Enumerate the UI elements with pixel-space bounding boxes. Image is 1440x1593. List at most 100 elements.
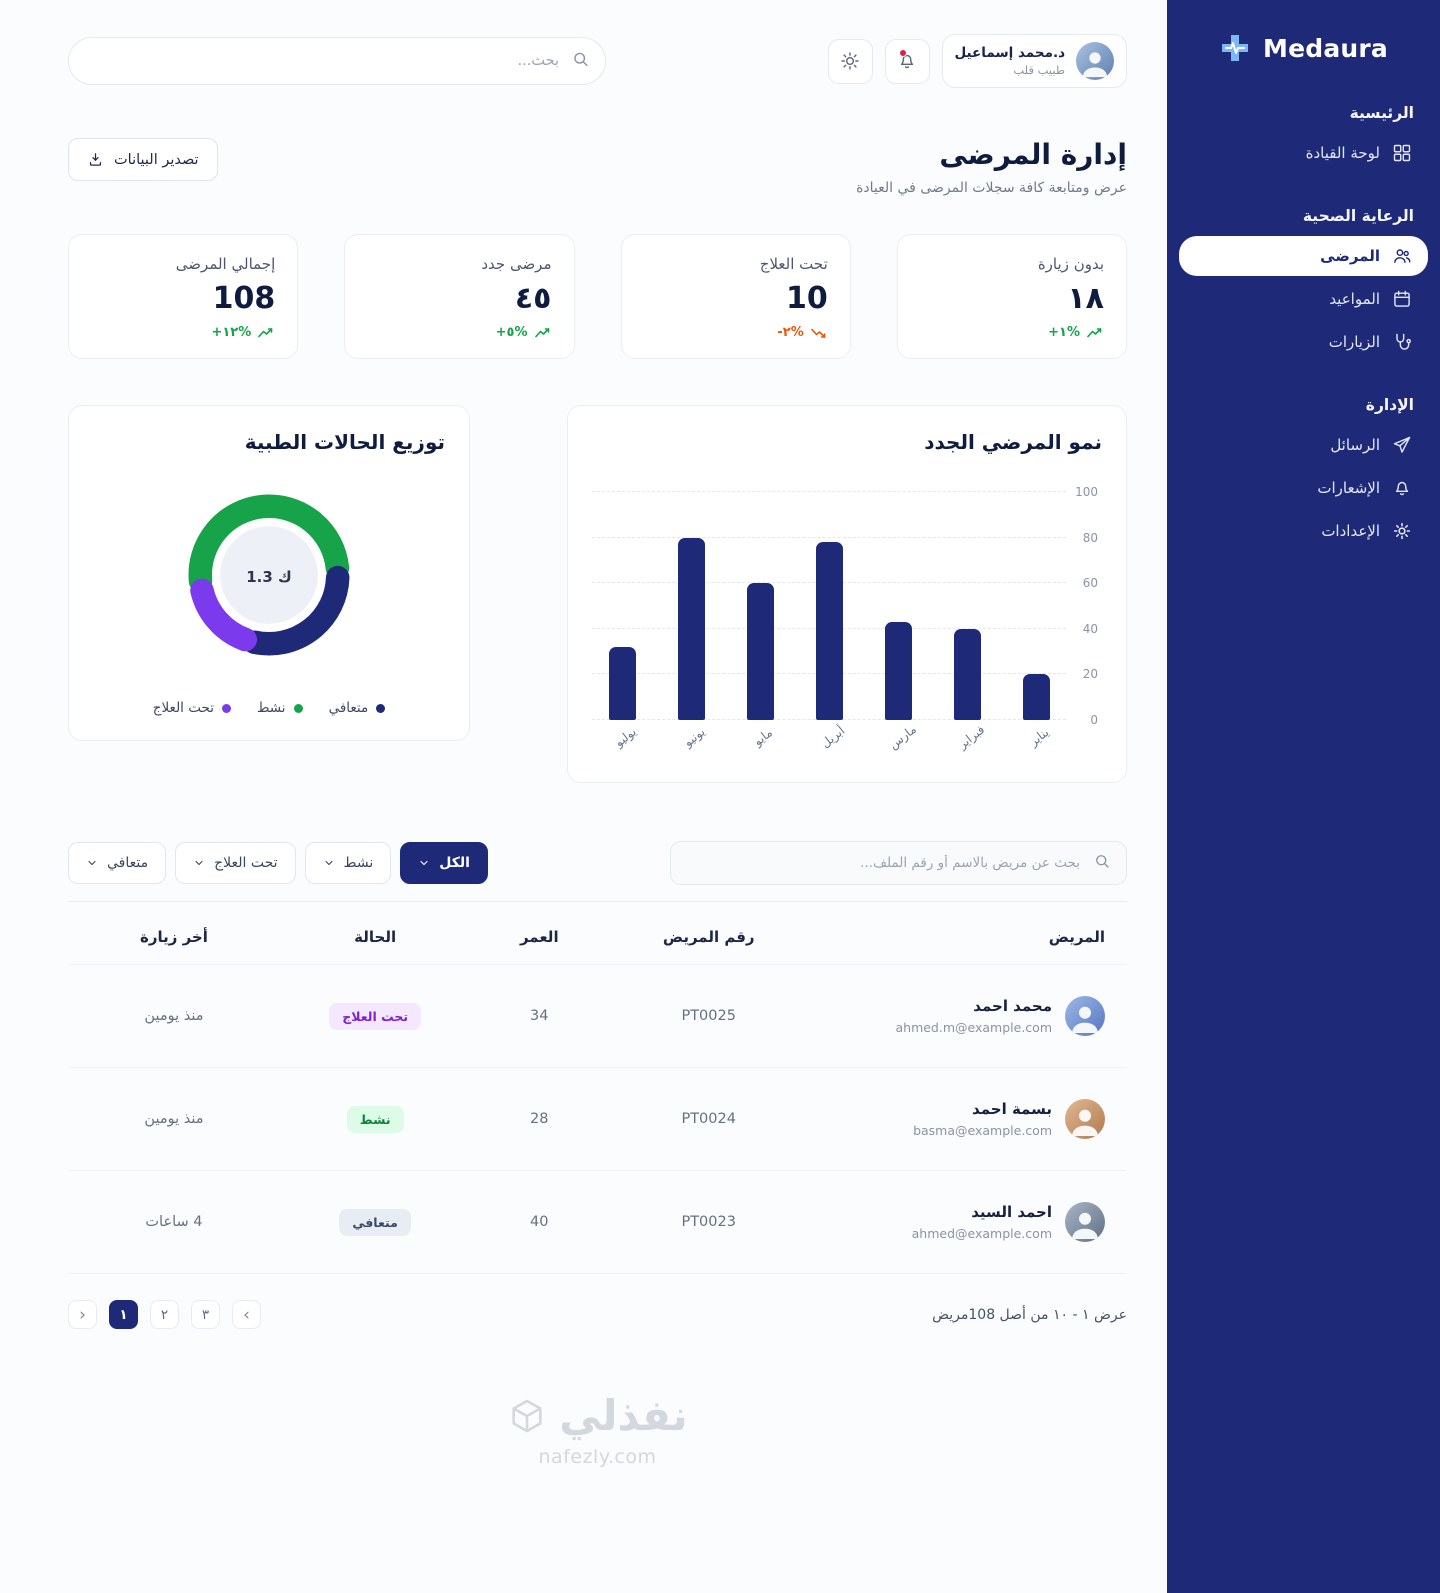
watermark-row: نفذلي xyxy=(68,1391,1127,1440)
filter-button-active[interactable]: نشط xyxy=(304,842,392,884)
sidebar: Medaura الرئيسية لوحة القيادة الرعاية ال… xyxy=(1167,0,1440,1593)
medaura-logo-icon xyxy=(1222,35,1248,61)
stat-label: مرضى جدد xyxy=(481,255,552,273)
sidebar-item-messages[interactable]: الرسائل xyxy=(1179,425,1428,465)
page-subtitle: عرض ومتابعة كافة سجلات المرضى في العيادة xyxy=(856,180,1127,196)
pagination-page-3[interactable]: ٣ xyxy=(191,1300,220,1329)
patient-email: ahmed.m@example.com xyxy=(895,1020,1052,1035)
y-axis-tick: 40 xyxy=(1082,621,1098,636)
brand-logo[interactable]: Medaura xyxy=(1167,0,1440,88)
bar-column: مارس xyxy=(884,492,919,752)
legend-label: تحت العلاج xyxy=(152,700,214,716)
page-header: إدارة المرضى عرض ومتابعة كافة سجلات المر… xyxy=(68,138,1127,196)
person-silhouette-icon xyxy=(1082,52,1108,78)
sidebar-item-appointments[interactable]: المواعيد xyxy=(1179,279,1428,319)
bar-chart: 0 20 40 60 80 100 يناير فبراير مارس أبريل مايو يون… xyxy=(592,485,1102,752)
sidebar-item-settings[interactable]: الإعدادات xyxy=(1179,511,1428,551)
stat-change-value: +١٢% xyxy=(211,325,252,340)
patient-cell: بسمة احمد basma@example.com xyxy=(809,1099,1127,1139)
brand-name: Medaura xyxy=(1263,33,1388,63)
global-search xyxy=(68,37,606,85)
filter-label: متعافي xyxy=(107,855,149,871)
stat-value: ٤٥ xyxy=(514,281,552,316)
nafezly-logo-icon xyxy=(512,1399,542,1432)
pagination-page-2[interactable]: ٢ xyxy=(150,1300,179,1329)
export-data-button[interactable]: تصدير البيانات xyxy=(68,138,218,181)
chevron-down-icon xyxy=(195,860,203,866)
patients-icon xyxy=(1394,249,1411,263)
sidebar-item-label: الإشعارات xyxy=(1317,479,1380,497)
bar-يناير xyxy=(1022,674,1050,720)
filter-button-recovered[interactable]: متعافي xyxy=(68,842,167,884)
donut-legend: متعافي نشط تحت العلاج xyxy=(93,700,445,716)
sidebar-item-notifications[interactable]: الإشعارات xyxy=(1179,468,1428,508)
stethoscope-icon xyxy=(1396,333,1411,350)
sidebar-item-dashboard[interactable]: لوحة القيادة xyxy=(1179,133,1428,173)
bar-chart-card: نمو المرضي الجدد 0 20 40 60 80 100 يناير فبراي… xyxy=(567,405,1127,783)
donut-segment xyxy=(190,578,258,652)
filter-button-treatment[interactable]: تحت العلاج xyxy=(175,842,296,884)
bar-column: يونيو xyxy=(677,492,708,750)
bar-chart-title: نمو المرضي الجدد xyxy=(924,430,1102,454)
patient-info: احمد السيد ahmed@example.com xyxy=(912,1203,1052,1241)
sidebar-item-label: الزيارات xyxy=(1328,333,1380,351)
patient-search-input[interactable] xyxy=(670,841,1127,885)
status-badge: متعافي xyxy=(339,1208,411,1236)
patient-age: 40 xyxy=(530,1214,549,1230)
x-axis-label: يناير xyxy=(1026,725,1052,749)
bar-column: مايو xyxy=(746,492,775,749)
user-info: د.محمد إسماعيل طبيب قلب xyxy=(955,45,1066,77)
column-header-patient-id: رقم المريض xyxy=(662,928,755,946)
filter-button-all[interactable]: الكل xyxy=(400,842,488,884)
bar-column: يوليو xyxy=(608,492,639,750)
theme-toggle-button[interactable] xyxy=(827,38,873,84)
column-header-last-visit: أخر زيارة xyxy=(139,928,208,946)
status-cell: تحت العلاج xyxy=(280,1002,471,1030)
stat-label: إجمالي المرضى xyxy=(175,255,276,273)
status-cell: متعافي xyxy=(280,1208,471,1236)
notifications-button[interactable] xyxy=(884,38,930,84)
stat-card-total-patients: إجمالي المرضى 108 +١٢% xyxy=(68,234,299,359)
patient-avatar xyxy=(1065,996,1105,1036)
pagination-page-1[interactable]: ١ xyxy=(109,1300,138,1329)
patient-cell: احمد السيد ahmed@example.com xyxy=(809,1202,1127,1242)
table-row[interactable]: احمد السيد ahmed@example.com PT0023 40 م… xyxy=(68,1171,1127,1274)
y-axis-tick: 60 xyxy=(1082,576,1098,591)
bar-يونيو xyxy=(677,537,705,720)
sidebar-item-patients[interactable]: المرضى xyxy=(1179,236,1428,276)
donut-chart-card: توزيع الحالات الطبية 1.3 ك متعافي نشط xyxy=(68,405,470,741)
person-silhouette-icon xyxy=(1072,1006,1098,1033)
chevron-down-icon xyxy=(420,860,428,866)
status-cell: نشط xyxy=(280,1105,471,1133)
sidebar-item-label: المرضى xyxy=(1320,247,1380,265)
pagination-chevron-left[interactable]: › xyxy=(68,1300,97,1329)
sidebar-section-admin: الإدارة xyxy=(1365,396,1414,414)
last-visit: منذ يومين xyxy=(144,1008,204,1024)
patient-email: basma@example.com xyxy=(913,1123,1052,1138)
patient-id: PT0025 xyxy=(681,1008,736,1024)
person-silhouette-icon xyxy=(1072,1109,1098,1136)
trend-icon xyxy=(534,327,549,337)
table-row[interactable]: بسمة احمد basma@example.com PT0024 28 نش… xyxy=(68,1068,1127,1171)
pagination-chevron-right[interactable]: ‹ xyxy=(232,1300,261,1329)
notification-dot xyxy=(898,48,907,57)
patient-name: بسمة احمد xyxy=(972,1100,1052,1118)
patient-age: 28 xyxy=(530,1111,549,1127)
bar-مارس xyxy=(884,621,912,720)
patient-name: احمد السيد xyxy=(971,1203,1052,1221)
user-profile-card[interactable]: د.محمد إسماعيل طبيب قلب xyxy=(941,34,1127,88)
bar-chart-y-axis: 0 20 40 60 80 100 xyxy=(1066,485,1102,727)
bar-column: أبريل xyxy=(815,492,847,750)
topbar-actions: د.محمد إسماعيل طبيب قلب xyxy=(827,34,1127,88)
global-search-input[interactable] xyxy=(68,37,606,85)
bars-container: يناير فبراير مارس أبريل مايو يونيو يوليو xyxy=(592,492,1066,752)
sidebar-item-visits[interactable]: الزيارات xyxy=(1179,322,1428,362)
legend-item-active: نشط xyxy=(257,700,303,716)
user-avatar xyxy=(1076,42,1114,80)
table-row[interactable]: محمد احمد ahmed.m@example.com PT0025 34 … xyxy=(68,965,1127,1068)
gridline xyxy=(592,536,1066,538)
charts-row: نمو المرضي الجدد 0 20 40 60 80 100 يناير فبراي… xyxy=(68,405,1127,783)
y-axis-tick: 80 xyxy=(1082,530,1098,545)
sidebar-item-label: الرسائل xyxy=(1330,436,1380,454)
topbar: د.محمد إسماعيل طبيب قلب xyxy=(68,34,1127,88)
